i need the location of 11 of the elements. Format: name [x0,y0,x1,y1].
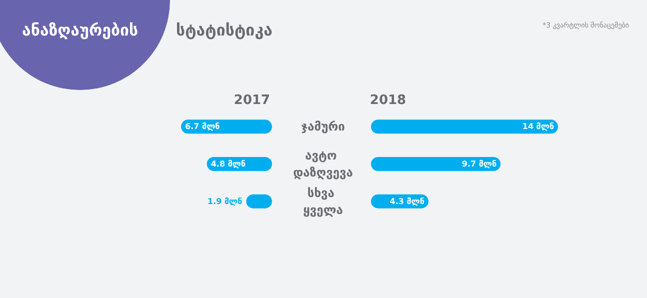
chart-title: ანაზღაურების სტატისტიკა [22,20,272,40]
y-tick-label: სხვა ყველა [303,186,344,217]
data-label: 1.9 მლნ [208,196,243,206]
series-label: 2017 [234,93,270,108]
data-label: 4.8 მლნ [210,160,246,168]
y-tick-label: ჯამური [301,120,346,134]
data-label: 4.3 მლნ [390,196,425,206]
data-label: 9.7 მლნ [462,160,498,168]
series-label: 2018 [370,93,406,108]
data-label: 6.7 მლნ [185,122,220,132]
data-label: 14 მლნ [522,122,554,132]
